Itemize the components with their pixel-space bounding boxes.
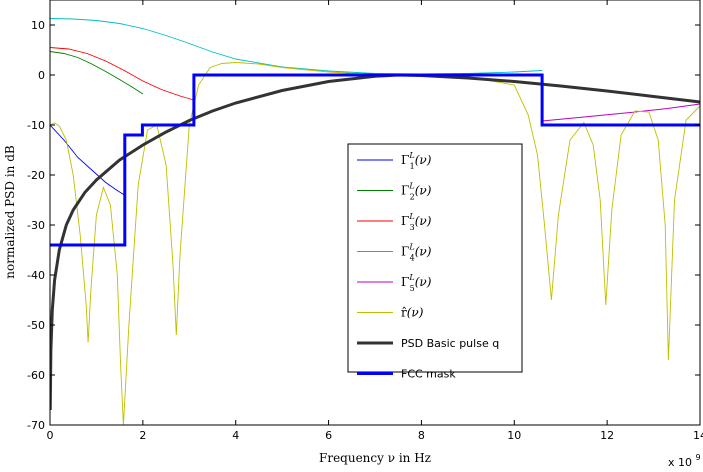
series-line-8 [50, 73, 700, 247]
series-line-5 [542, 103, 701, 122]
y-tick-label: 10 [31, 19, 45, 32]
series-line-2 [50, 51, 144, 95]
legend-label-5: ΓL 5(ν) [401, 273, 432, 293]
y-tick-label: -20 [27, 169, 45, 182]
series-line-1 [50, 124, 125, 196]
y-axis-label: normalized PSD in dB [3, 145, 17, 279]
y-tick-label: -70 [27, 419, 45, 432]
legend-box [347, 143, 523, 373]
series-layer [50, 18, 701, 425]
legend-label-2: ΓL 2(ν) [401, 182, 432, 202]
x-tick-label: 10 [507, 429, 521, 442]
legend-label-3: ΓL 3(ν) [401, 212, 432, 232]
x-axis-multiplier: x 10 9 [668, 453, 701, 469]
y-tick-label: -10 [27, 119, 45, 132]
x-multiplier-base: x 10 [668, 456, 692, 469]
y-tick-label: 0 [38, 69, 45, 82]
legend-label-4: ΓL 4(ν) [401, 243, 432, 263]
x-tick-label: 8 [418, 429, 425, 442]
x-tick-label: 12 [600, 429, 614, 442]
series-line-6 [50, 62, 701, 425]
x-tick-label: 14 [693, 429, 703, 442]
x-tick-label: 0 [47, 429, 54, 442]
y-tick-label: -40 [27, 269, 45, 282]
series-line-3 [50, 47, 195, 101]
legend-label-1: ΓL 1(ν) [401, 151, 432, 171]
x-tick-label: 6 [325, 429, 332, 442]
plot-frame [49, 0, 701, 426]
x-multiplier-exponent: 9 [696, 453, 701, 462]
legend-label-8: FCC mask [401, 368, 456, 381]
legend-label-6: r̂(ν) [401, 306, 424, 320]
ticks-layer: 0 2 4 6 8 10 12 14 10 0 -10 -20 -30 -40 -50 -60 -70 [27, 0, 703, 442]
y-tick-label: -50 [27, 319, 45, 332]
legend: ΓL 1(ν) ΓL 2(ν) ΓL 3(ν) ΓL 4(ν) ΓL 5(ν) r̂(ν) PSD B… [347, 143, 523, 381]
y-tick-label: -60 [27, 369, 45, 382]
x-axis-label: Frequency ν in Hz [319, 451, 431, 465]
legend-label-7: PSD Basic pulse q [401, 337, 499, 350]
x-tick-label: 2 [139, 429, 146, 442]
y-tick-label: -30 [27, 219, 45, 232]
x-tick-label: 4 [232, 429, 239, 442]
